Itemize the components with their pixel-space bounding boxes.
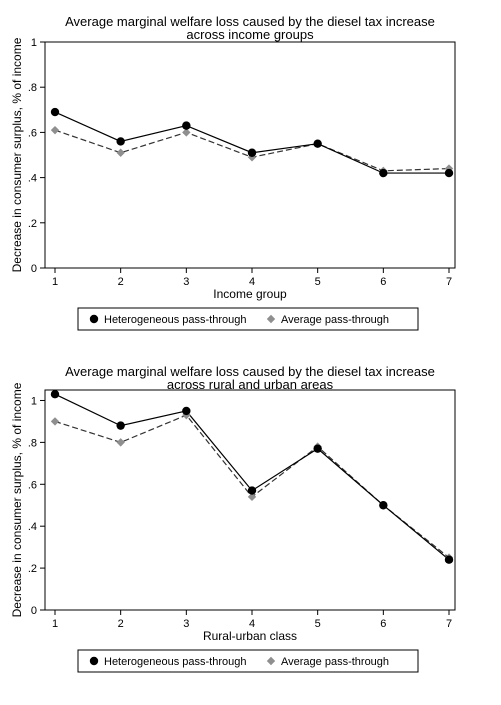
- y-tick-label: 0: [31, 263, 37, 275]
- x-tick-label: 4: [249, 276, 255, 288]
- x-tick-label: 5: [315, 276, 321, 288]
- y-tick-label: .4: [28, 173, 37, 185]
- legend-marker-average: [266, 314, 276, 324]
- chart-subtitle: across rural and urban areas: [167, 377, 334, 392]
- x-axis-label: Rural-urban class: [203, 629, 297, 643]
- x-tick-label: 2: [118, 276, 124, 288]
- legend: [77, 307, 419, 331]
- point-heterogeneous: [379, 168, 388, 178]
- chart-2: Average marginal welfare loss caused by …: [10, 364, 456, 673]
- legend-marker-average: [266, 656, 276, 666]
- point-average: [50, 125, 60, 135]
- legend-label-heterogeneous: Heterogeneous pass-through: [104, 656, 246, 668]
- chart-1: Average marginal welfare loss caused by …: [10, 14, 456, 331]
- y-axis-label: Decrease in consumer surplus, % of incom…: [10, 37, 24, 272]
- point-heterogeneous: [379, 501, 388, 510]
- point-heterogeneous: [50, 389, 60, 399]
- point-heterogeneous: [182, 121, 191, 130]
- y-tick-label: 0: [31, 605, 37, 617]
- x-tick-label: 1: [52, 276, 58, 288]
- y-tick-label: .6: [28, 127, 37, 139]
- y-tick-label: .8: [28, 437, 37, 449]
- x-tick-label: 5: [315, 618, 321, 630]
- chart-subtitle: across income groups: [186, 27, 314, 42]
- y-tick-label: .4: [28, 521, 37, 533]
- chart-title: Average marginal welfare loss caused by …: [65, 14, 435, 29]
- point-heterogeneous: [182, 406, 191, 416]
- x-tick-label: 2: [118, 618, 124, 630]
- y-tick-label: .2: [28, 563, 37, 575]
- y-tick-label: .6: [28, 479, 37, 491]
- x-tick-label: 6: [380, 276, 386, 288]
- point-average: [50, 417, 60, 426]
- y-tick-label: 1: [31, 37, 37, 49]
- y-tick-label: 1: [31, 395, 37, 407]
- x-tick-label: 7: [446, 618, 452, 630]
- plot-area: [44, 41, 456, 269]
- chart-title: Average marginal welfare loss caused by …: [65, 364, 435, 379]
- x-tick-label: 3: [183, 276, 189, 288]
- point-average: [247, 492, 257, 502]
- point-average: [116, 148, 125, 157]
- point-heterogeneous: [50, 107, 60, 117]
- series-line-heterogeneous: [54, 393, 450, 561]
- point-average: [444, 164, 454, 173]
- x-tick-label: 7: [446, 276, 452, 288]
- legend: [77, 649, 419, 673]
- y-axis-label: Decrease in consumer surplus, % of incom…: [10, 382, 24, 617]
- point-heterogeneous: [444, 555, 454, 564]
- point-heterogeneous: [444, 168, 454, 178]
- point-average: [116, 438, 125, 447]
- y-tick-label: .8: [28, 82, 37, 94]
- series-line-heterogeneous: [54, 111, 449, 174]
- legend-label-average: Average pass-through: [281, 656, 389, 668]
- point-heterogeneous: [313, 444, 322, 453]
- x-tick-label: 6: [380, 618, 386, 630]
- point-heterogeneous: [247, 148, 257, 157]
- point-heterogeneous: [116, 137, 125, 146]
- legend-marker-heterogeneous: [89, 656, 99, 666]
- legend-label-average: Average pass-through: [281, 314, 389, 326]
- x-tick-label: 1: [52, 618, 58, 630]
- point-heterogeneous: [247, 486, 257, 495]
- point-heterogeneous: [313, 139, 322, 148]
- legend-marker-heterogeneous: [89, 314, 99, 324]
- point-average: [182, 128, 191, 137]
- x-tick-label: 4: [249, 618, 255, 630]
- point-heterogeneous: [116, 421, 125, 430]
- y-tick-label: .2: [28, 218, 37, 230]
- x-tick-label: 3: [183, 618, 189, 630]
- plot-area: [44, 389, 456, 611]
- legend-label-heterogeneous: Heterogeneous pass-through: [104, 314, 246, 326]
- x-axis-label: Income group: [213, 287, 287, 301]
